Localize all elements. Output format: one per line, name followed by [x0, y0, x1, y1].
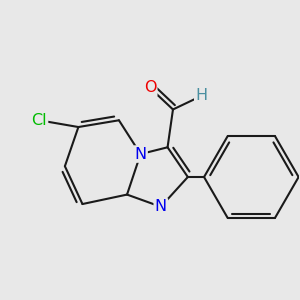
Text: Cl: Cl — [32, 113, 47, 128]
Text: O: O — [144, 80, 156, 95]
Text: H: H — [195, 88, 207, 104]
Text: N: N — [134, 147, 147, 162]
Text: N: N — [155, 199, 167, 214]
